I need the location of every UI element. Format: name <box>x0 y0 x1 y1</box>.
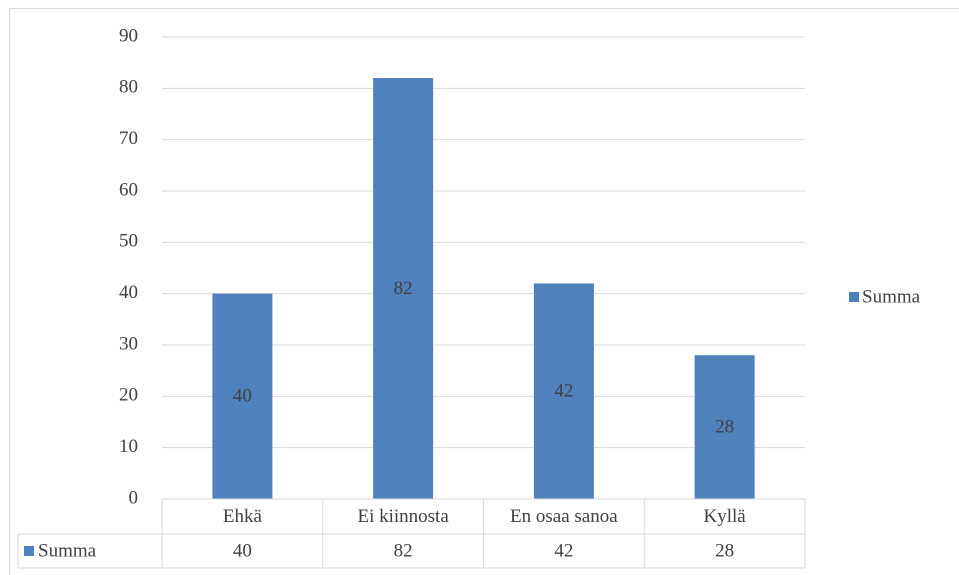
y-tick-label: 80 <box>119 77 138 98</box>
x-tick-label: Ehkä <box>223 506 263 527</box>
y-tick-label: 20 <box>119 385 138 406</box>
table-value: 42 <box>554 540 573 561</box>
x-tick-label: Kyllä <box>704 506 747 527</box>
table-legend-key <box>24 546 34 556</box>
table-series-name: Summa <box>38 540 97 561</box>
y-tick-label: 60 <box>119 179 138 200</box>
x-tick-label: Ei kiinnosta <box>357 506 449 527</box>
data-label: 82 <box>394 278 413 299</box>
bar <box>212 293 273 499</box>
y-tick-label: 40 <box>119 282 138 303</box>
y-tick-label: 90 <box>119 25 138 46</box>
legend-label: Summa <box>862 286 921 307</box>
data-label: 40 <box>233 386 252 407</box>
x-tick-label: En osaa sanoa <box>510 506 618 527</box>
legend-key <box>849 292 859 302</box>
table-value: 40 <box>233 540 252 561</box>
y-tick-label: 30 <box>119 333 138 354</box>
table-value: 82 <box>394 540 413 561</box>
y-tick-label: 70 <box>119 128 138 149</box>
bar <box>533 283 594 499</box>
y-tick-label: 50 <box>119 231 138 252</box>
chart-border <box>9 8 959 575</box>
y-tick-label: 0 <box>129 487 139 508</box>
data-label: 42 <box>554 381 573 402</box>
y-tick-label: 10 <box>119 436 138 457</box>
bar <box>373 78 434 500</box>
table-value: 28 <box>715 540 734 561</box>
data-label: 28 <box>715 416 734 437</box>
bar <box>694 355 755 499</box>
